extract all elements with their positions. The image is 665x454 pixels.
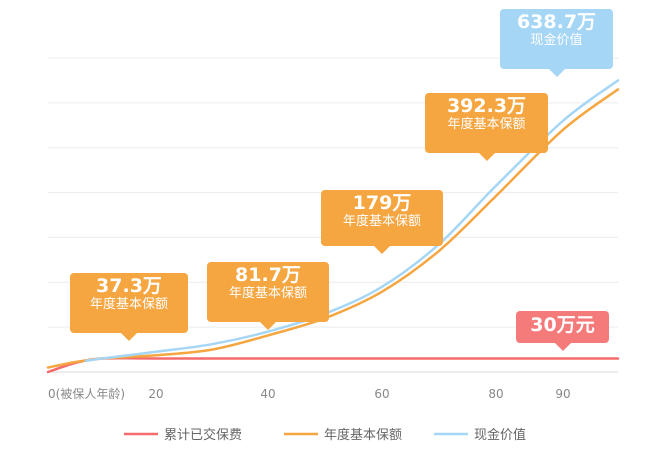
x-axis-ticks: 0(被保人年龄) 20 40 60 80 90 xyxy=(48,387,571,401)
legend-label: 累计已交保费 xyxy=(164,427,242,443)
legend-item: 现金价值 xyxy=(434,427,526,443)
annotation-bubble-30: 30万元 xyxy=(516,311,609,351)
annotation-value: 179万 xyxy=(352,192,412,214)
annotation-bubble-179: 179万 年度基本保额 xyxy=(321,190,443,254)
annotation-value: 638.7万 xyxy=(516,11,597,33)
annotation-label: 年度基本保额 xyxy=(89,296,168,312)
annotation-value: 81.7万 xyxy=(235,264,301,286)
series-line-0 xyxy=(46,356,620,374)
x-tick-label: 80 xyxy=(488,387,503,401)
legend-label: 年度基本保额 xyxy=(324,427,402,443)
series-line-2 xyxy=(84,79,620,363)
annotation-value: 392.3万 xyxy=(446,95,527,117)
annotation-bubble-638-7: 638.7万 现金价值 xyxy=(500,9,613,77)
annotation-value: 37.3万 xyxy=(96,275,162,297)
legend-label: 现金价值 xyxy=(474,427,526,443)
annotation-label: 年度基本保额 xyxy=(342,213,421,229)
annotation-value: 30万元 xyxy=(530,314,595,336)
annotation-label: 年度基本保额 xyxy=(228,285,307,301)
x-tick-label: 20 xyxy=(148,387,163,401)
annotation-bubble-37-3: 37.3万 年度基本保额 xyxy=(70,273,188,341)
x-tick-label: 90 xyxy=(555,387,570,401)
x-tick-label: 40 xyxy=(260,387,275,401)
annotation-bubble-81-7: 81.7万 年度基本保额 xyxy=(207,262,329,330)
annotation-label: 年度基本保额 xyxy=(447,116,526,132)
x-tick-label: 0(被保人年龄) xyxy=(48,387,125,401)
annotation-bubble-392-3: 392.3万 年度基本保额 xyxy=(425,93,548,161)
legend-item: 年度基本保额 xyxy=(284,427,402,443)
legend: 累计已交保费 年度基本保额 现金价值 xyxy=(124,427,526,443)
legend-item: 累计已交保费 xyxy=(124,427,242,443)
annotation-label: 现金价值 xyxy=(530,32,583,48)
x-tick-label: 60 xyxy=(374,387,389,401)
